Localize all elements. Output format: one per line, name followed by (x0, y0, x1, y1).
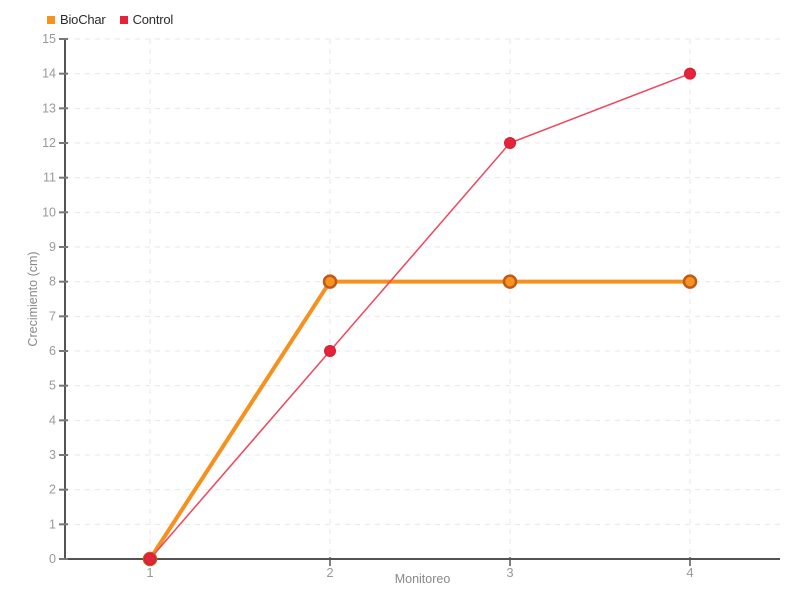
data-point-biochar (682, 274, 698, 289)
y-tick-label: 7 (49, 309, 56, 323)
y-tick-label: 13 (42, 101, 56, 115)
x-tick-label: 3 (506, 565, 513, 580)
legend-item-biochar[interactable]: BioChar (47, 12, 106, 27)
y-tick-label: 2 (49, 483, 56, 497)
legend-label-control: Control (132, 12, 174, 27)
data-point-control (684, 67, 696, 80)
y-tick-label: 14 (42, 67, 56, 81)
y-axis-title: Crecimiento (cm) (26, 251, 40, 346)
y-tick-label: 15 (42, 32, 56, 46)
data-point-biochar (502, 274, 518, 289)
control-swatch-icon (119, 15, 128, 24)
series-line-biochar (148, 279, 692, 561)
data-point-control (504, 137, 516, 149)
y-tick-label: 3 (49, 448, 56, 462)
legend-label-biochar: BioChar (60, 12, 106, 27)
series-line-control (149, 72, 691, 560)
data-point-biochar (322, 274, 338, 289)
data-point-control (324, 345, 336, 357)
biochar-swatch-icon (47, 15, 55, 24)
y-tick-label: 8 (49, 275, 56, 289)
y-tick-label: 10 (42, 205, 56, 219)
y-tick-label: 9 (49, 240, 56, 254)
y-tick-label: 11 (43, 171, 56, 185)
chart-legend: BioChar Control (47, 12, 173, 27)
data-point-control (144, 553, 156, 565)
y-tick-label: 1 (49, 517, 56, 531)
legend-item-control[interactable]: Control (119, 12, 174, 27)
y-tick-label: 4 (49, 413, 56, 427)
y-tick-label: 6 (49, 344, 56, 358)
y-tick-label: 12 (42, 136, 56, 150)
x-tick-label: 2 (326, 565, 333, 580)
y-tick-label: 5 (49, 379, 56, 393)
y-tick-label: 0 (49, 552, 56, 566)
x-tick-label: 4 (686, 565, 693, 580)
x-tick-label: 1 (146, 565, 153, 580)
x-axis-title: Monitoreo (395, 572, 451, 586)
